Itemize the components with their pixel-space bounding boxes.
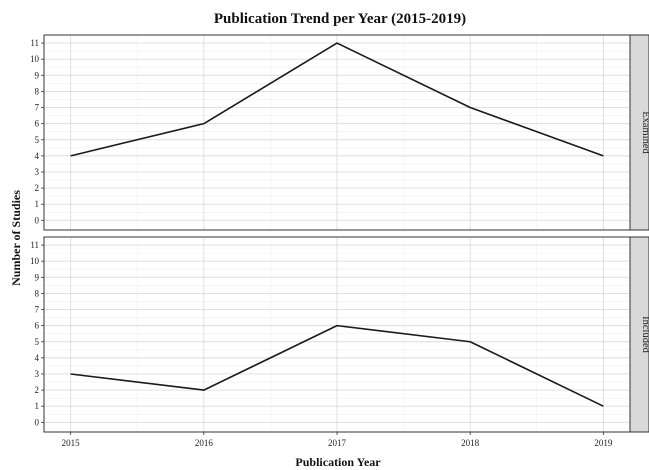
y-tick-label: 8 (35, 86, 40, 96)
y-tick-label: 6 (35, 119, 40, 129)
y-tick-label: 3 (35, 369, 40, 379)
series-line-examined (70, 42, 604, 157)
y-axis-title: Number of Studies (9, 190, 23, 286)
y-tick-label: 5 (35, 135, 40, 145)
y-tick-label: 2 (35, 183, 40, 193)
y-tick-label: 6 (35, 321, 40, 331)
facet-strip (629, 236, 649, 433)
y-tick-label: 4 (35, 353, 40, 363)
x-tick-label: 2016 (195, 438, 214, 448)
facet-panel-included: 0 1 2 3 4 5 6 7 8 9 10 11 Included (30, 236, 649, 433)
x-tick-label: 2015 (62, 438, 81, 448)
facet-strip-label: Examined (640, 111, 649, 154)
x-axis: 2015 2016 2017 2018 2019 (62, 432, 613, 448)
facet-panels: 0 1 2 3 4 5 6 7 8 9 10 11 Examined 0 1 2 3 4 5 6 7 8 9 10 11 Incl… (30, 34, 649, 433)
y-tick-label: 9 (35, 272, 40, 282)
x-tick-label: 2018 (461, 438, 480, 448)
x-axis-title: Publication Year (295, 455, 381, 469)
y-tick-label: 4 (35, 151, 40, 161)
facet-panel-examined: 0 1 2 3 4 5 6 7 8 9 10 11 Examined (30, 34, 649, 231)
y-tick-label: 11 (30, 240, 39, 250)
y-tick-label: 1 (35, 199, 40, 209)
x-tick-label: 2019 (594, 438, 613, 448)
y-tick-label: 2 (35, 385, 40, 395)
chart-title: Publication Trend per Year (2015-2019) (214, 11, 466, 27)
x-tick-label: 2017 (328, 438, 347, 448)
y-tick-label: 3 (35, 167, 40, 177)
facet-strip-label: Included (640, 316, 649, 353)
y-tick-label: 7 (35, 103, 40, 113)
y-tick-label: 9 (35, 70, 40, 80)
y-tick-label: 10 (30, 54, 40, 64)
y-tick-label: 10 (30, 256, 40, 266)
facet-strip (629, 34, 649, 231)
y-tick-label: 0 (35, 417, 40, 427)
y-tick-label: 1 (35, 401, 40, 411)
y-tick-label: 7 (35, 305, 40, 315)
y-tick-label: 0 (35, 215, 40, 225)
y-tick-label: 8 (35, 288, 40, 298)
y-tick-label: 11 (30, 38, 39, 48)
series-line-included (70, 324, 604, 407)
y-tick-label: 5 (35, 337, 40, 347)
